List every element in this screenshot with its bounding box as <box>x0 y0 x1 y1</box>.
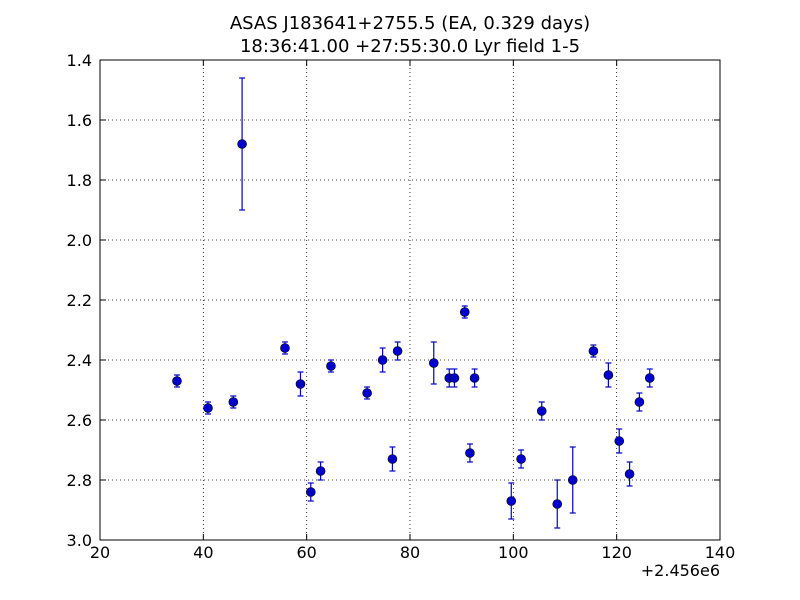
data-point <box>203 403 213 413</box>
y-tick-label: 2.2 <box>67 291 92 310</box>
data-point <box>172 376 182 386</box>
x-tick-label: 40 <box>193 543 213 562</box>
data-points <box>172 139 655 509</box>
y-tick-labels: 1.4 1.6 1.8 2.0 2.2 2.4 2.6 2.8 3.0 <box>67 51 92 550</box>
x-tick-label: 60 <box>296 543 316 562</box>
axis-ticks <box>99 59 721 541</box>
data-point <box>614 436 625 446</box>
data-point <box>644 373 655 383</box>
y-tick-label: 2.6 <box>67 411 92 430</box>
grid-lines <box>100 60 720 540</box>
data-point <box>387 454 398 464</box>
chart-title: ASAS J183641+2755.5 (EA, 0.329 days) <box>230 13 590 34</box>
data-point <box>506 496 517 506</box>
x-tick-labels: 20 40 60 80 100 120 140 <box>90 543 735 562</box>
x-tick-label: 80 <box>400 543 420 562</box>
y-tick-label: 1.4 <box>67 51 92 70</box>
data-point <box>465 448 475 458</box>
y-tick-label: 2.0 <box>67 231 92 250</box>
data-point <box>305 487 316 497</box>
data-point <box>428 358 439 368</box>
data-point <box>449 373 460 383</box>
x-axis-offset-label: +2.456e6 <box>641 561 720 580</box>
data-point <box>326 361 336 371</box>
data-point <box>459 307 470 317</box>
data-point <box>634 397 645 407</box>
data-point <box>603 370 614 380</box>
x-tick-label: 100 <box>498 543 529 562</box>
data-point <box>280 343 290 353</box>
data-point <box>552 499 563 509</box>
y-tick-label: 1.8 <box>67 171 92 190</box>
data-point <box>392 346 403 356</box>
y-tick-label: 1.6 <box>67 111 92 130</box>
data-point <box>516 454 526 464</box>
y-tick-label: 2.8 <box>67 471 92 490</box>
y-tick-label: 3.0 <box>67 531 92 550</box>
data-point <box>567 475 578 485</box>
data-point <box>469 373 480 383</box>
data-point <box>377 355 388 365</box>
y-tick-label: 2.4 <box>67 351 92 370</box>
data-point <box>588 346 599 356</box>
data-point <box>237 139 247 149</box>
data-point <box>624 469 635 479</box>
x-tick-label: 20 <box>90 543 110 562</box>
data-point <box>315 466 326 476</box>
data-point <box>362 388 372 398</box>
data-point <box>295 379 306 389</box>
data-point <box>228 397 239 407</box>
x-tick-label: 140 <box>705 543 736 562</box>
x-tick-label: 120 <box>601 543 632 562</box>
chart-subtitle: 18:36:41.00 +27:55:30.0 Lyr field 1-5 <box>240 36 580 57</box>
data-point <box>536 406 547 416</box>
